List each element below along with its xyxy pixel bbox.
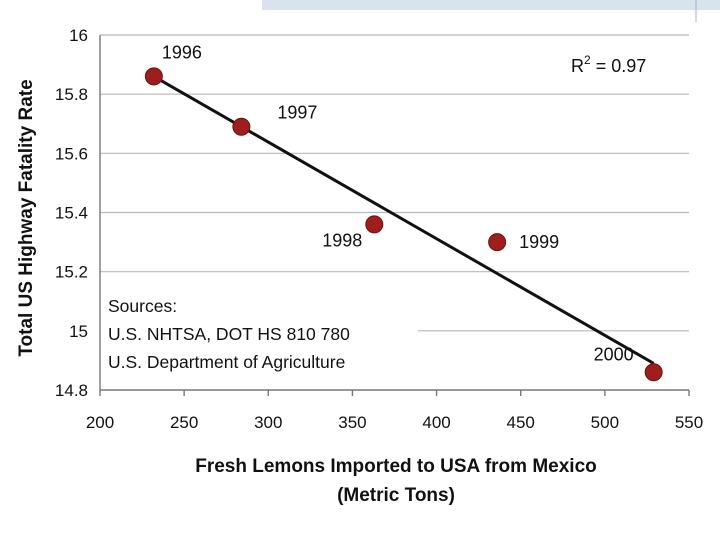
trendline-group [153,75,655,365]
source-line-nhtsa: U.S. NHTSA, DOT HS 810 780 [108,324,350,344]
x-tick-label: 500 [591,413,619,432]
source-line-usda: U.S. Department of Agriculture [108,352,345,372]
data-label-1996: 1996 [162,42,202,62]
y-tick-label: 15.2 [55,263,88,282]
gridlines [100,34,689,332]
y-tick-label: 15.6 [55,144,88,163]
x-tick-label: 550 [675,413,703,432]
data-label-1998: 1998 [322,230,362,250]
data-point-1999 [488,233,507,252]
data-point-1997 [232,117,251,136]
axes: 14.8 15 15.2 15.4 15.6 15.8 16 200 250 300 350 400 4… [55,26,703,432]
y-tick-label: 15.4 [55,204,88,223]
x-tick-label: 400 [422,413,450,432]
y-tick-label: 16 [69,26,88,45]
y-tick-label: 15.8 [55,85,88,104]
x-tick-label: 200 [86,413,114,432]
sources-heading: Sources: [108,296,177,316]
x-tick-label: 450 [507,413,535,432]
y-axis-title: Total US Highway Fatality Rate [16,79,37,356]
x-axis-title-line2: (Metric Tons) [337,485,455,506]
y-tick-label: 14.8 [55,381,88,400]
x-tick-label: 250 [170,413,198,432]
x-axis-title-line1: Fresh Lemons Imported to USA from Mexico [195,456,597,477]
data-label-1999: 1999 [519,232,559,252]
trendline [153,75,655,365]
data-label-2000: 2000 [594,344,634,364]
x-tick-label: 350 [338,413,366,432]
data-point-1996 [144,67,163,86]
data-labels: 1996 1997 1998 1999 2000 [162,42,634,364]
x-tick-label: 300 [254,413,282,432]
data-point-1998 [365,215,384,234]
data-label-1997: 1997 [277,103,317,123]
r-squared-annotation: R2 = 0.97 [571,53,646,76]
y-tick-label: 15 [69,322,88,341]
data-points [144,67,663,382]
data-point-2000 [644,363,663,382]
